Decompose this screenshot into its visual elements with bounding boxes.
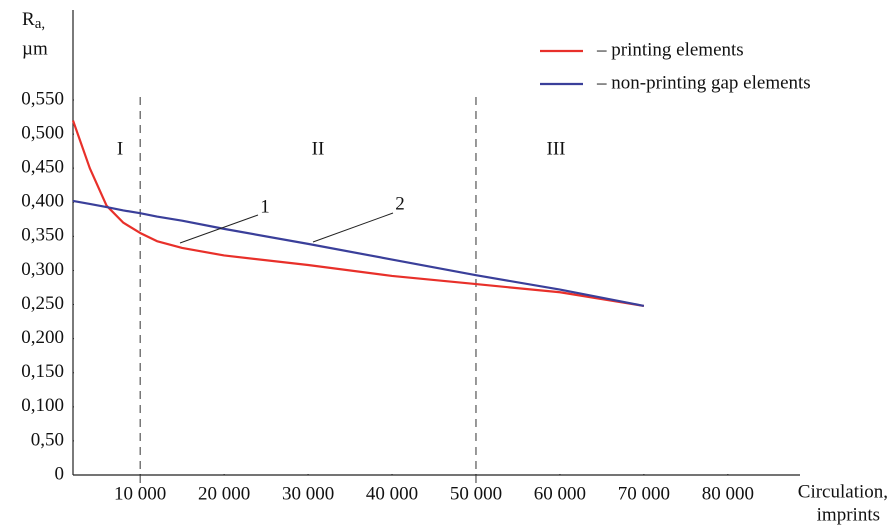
y-tick-label: 0 (55, 463, 65, 484)
y-tick-label: 0,500 (21, 122, 64, 143)
x-tick-label: 10 000 (114, 483, 166, 504)
series-line (72, 199, 645, 307)
x-label: imprints (817, 504, 880, 525)
x-label: Circulation, (798, 481, 888, 502)
y-tick-label: 0,350 (21, 225, 64, 246)
y-tick-label: 0,50 (31, 429, 64, 450)
x-tick-label: 30 000 (282, 483, 334, 504)
x-tick-label: 40 000 (366, 483, 418, 504)
y-tick-label: 0,200 (21, 327, 64, 348)
x-tick-label: 50 000 (450, 483, 502, 504)
y-label: Ra, (22, 9, 45, 32)
x-tick-label: 80 000 (702, 483, 754, 504)
y-tick-label: 0,250 (21, 293, 64, 314)
series-line (71, 120, 645, 307)
leader-line (179, 214, 259, 244)
leader-line (312, 212, 394, 243)
y-tick-label: 0,400 (21, 191, 64, 212)
x-tick-label: 20 000 (198, 483, 250, 504)
legend-label: – non-printing gap elements (596, 72, 811, 93)
region-label: I (117, 138, 123, 159)
curve-label: 2 (395, 193, 405, 214)
y-unit: µm (22, 38, 48, 59)
y-tick-label: 0,150 (21, 361, 64, 382)
x-tick-label: 60 000 (534, 483, 586, 504)
curve-label: 1 (260, 196, 270, 217)
legend-label: – printing elements (596, 39, 744, 60)
y-tick-label: 0,300 (21, 259, 64, 280)
y-tick-label: 0,550 (21, 88, 64, 109)
region-label: II (312, 138, 325, 159)
y-tick-label: 0,450 (21, 157, 64, 178)
y-tick-label: 0,100 (21, 395, 64, 416)
x-tick-label: 70 000 (618, 483, 670, 504)
region-label: III (547, 138, 566, 159)
